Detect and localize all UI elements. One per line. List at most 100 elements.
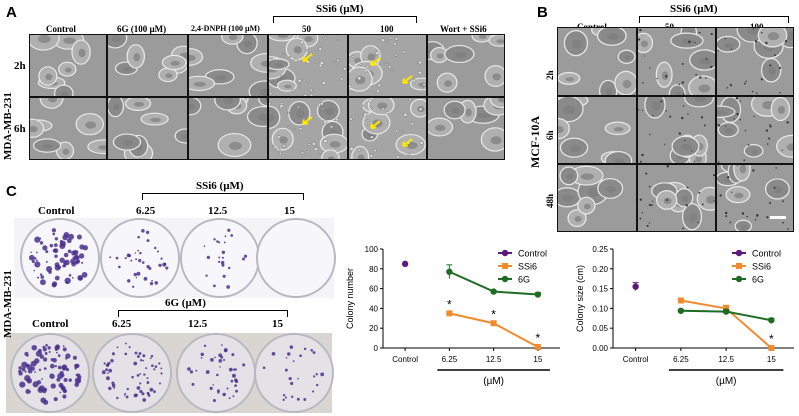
y-tick-label: 60 [369,285,378,294]
y-axis-label: Colony size (cm) [575,265,585,332]
data-point-control [632,283,639,290]
panel-c-bottom-dose-3: 15 [272,318,283,330]
data-point-ssi6 [768,345,775,351]
panel-b-row-label-2: 6h [545,130,555,140]
y-tick-label: 0.25 [592,245,608,254]
panel-c-top-dose-2: 12.5 [208,205,228,217]
panel-a-scale-bar [484,161,502,164]
x-tick-label: 15 [767,355,776,364]
panel-c-letter: C [6,183,17,200]
colony-number-chart: 0 20 40 60 80 100 Control 6.25 12.5 15 (µM) Colony … [345,245,560,387]
panel-b-micrograph-r1-c2 [637,27,716,96]
panel-a-row-label-2: 6h [14,123,26,135]
y-tick-label: 0.00 [592,344,608,353]
yellow-arrow-icon [302,116,313,125]
x-tick-label: 12.5 [718,355,734,364]
panel-b-micrograph-r3-c1 [557,164,637,232]
petri-dish [256,218,336,298]
x-tick-label: Control [623,355,649,364]
panel-a-cell-line-label: MDA-MB-231 [2,92,14,160]
panel-b-micrograph-r2-c1 [557,96,637,164]
legend-label: SSi6 [752,262,771,272]
panel-c-bottom-bracket [118,310,288,317]
yellow-arrow-icon [370,57,381,66]
panel-b-scale-bar [770,216,786,219]
panel-b-micrograph-r3-c2 [637,164,716,232]
panel-a-micrograph-r1-c2 [107,34,188,97]
yellow-arrow-icon [402,138,413,147]
data-point-ssi6 [534,344,541,351]
x-tick-label: 12.5 [486,355,502,364]
panel-c-top-dose-1: 6.25 [136,205,156,217]
petri-dish [100,218,180,298]
y-tick-label: 0.10 [592,304,608,313]
panel-a-micrograph-r1-c5 [348,34,427,97]
significance-star: * [447,297,452,311]
panel-a-micrograph-r2-c2 [107,97,188,160]
legend-label: Control [752,249,781,259]
yellow-arrow-icon [302,53,313,62]
legend-marker [502,263,508,269]
panel-b-cell-line-label: MCF-10A [528,116,542,168]
data-point-6g [534,291,542,298]
legend-marker [736,263,742,269]
significance-star: * [491,307,496,321]
panel-c-top-bracket [142,193,304,200]
panel-a-micrograph-r2-c4 [268,97,348,160]
legend-marker [735,275,743,283]
y-tick-label: 20 [369,324,378,333]
legend-marker [501,275,509,283]
panel-a-micrograph-r1-c6 [427,34,505,97]
panel-b-micrograph-r2-c2 [637,96,716,164]
panel-a-micrograph-r2-c3 [188,97,268,160]
panel-c-bottom-control-label: Control [32,318,69,330]
panel-a-micrograph-r2-c6 [427,97,505,160]
panel-c-cell-line-label: MDA-MB-231 [2,270,14,338]
y-tick-label: 0.20 [592,265,608,274]
panel-c-bottom-group-label: 6G (µM) [165,297,206,309]
panel-a-col-label-5: 100 [380,24,394,34]
legend-label: 6G [752,275,764,285]
data-point-6g [722,308,730,315]
petri-dish [176,333,256,413]
x-axis-label: (µM) [483,376,504,387]
panel-b-row-label-1: 2h [545,70,555,80]
panel-b-micrograph-r1-c3 [716,27,794,96]
x-tick-label: 6.25 [673,355,689,364]
x-tick-label: Control [392,355,418,364]
data-point-ssi6 [490,320,497,327]
panel-b-row-label-3: 48h [545,193,555,208]
panel-a-row-label-1: 2h [14,60,26,72]
y-tick-label: 0.15 [592,285,608,294]
x-axis-label: (µM) [716,376,737,387]
petri-dish [254,333,334,413]
panel-a-micrograph-r1-c1 [29,34,107,97]
panel-a-col-label-3: 2,4-DNPH (100 µM) [191,24,260,33]
panel-b-letter: B [537,4,548,21]
panel-a-micrograph-r2-c1 [29,97,107,160]
data-point-control [401,260,409,268]
panel-b-group-bracket [639,16,789,23]
y-tick-label: 0.05 [592,324,608,333]
panel-b-micrograph-r3-c3 [716,164,794,232]
significance-star: * [536,331,541,345]
legend-label: 6G [518,275,530,285]
panel-b-micrograph-r1-c1 [557,27,637,96]
y-tick-label: 80 [369,265,378,274]
x-tick-label: 6.25 [442,355,458,364]
colony-size-chart: 0.00 0.05 0.10 0.15 0.20 0.25 Control 6.25 12.5 1… [575,245,794,387]
panel-c-top-control-label: Control [38,205,75,217]
y-tick-label: 100 [365,245,379,254]
panel-c-bottom-dose-2: 12.5 [188,318,208,330]
panel-a-group-label: SSi6 (µM) [316,3,364,15]
yellow-arrow-icon [402,75,413,84]
panel-a-letter: A [6,4,17,21]
data-point-6g [677,307,685,314]
y-tick-label: 0 [374,344,379,353]
petri-dish [20,218,100,298]
petri-dish [180,218,260,298]
petri-dish [92,333,172,413]
legend-label: Control [518,249,547,259]
panel-a-col-label-2: 6G (100 µM) [117,24,167,34]
legend-marker [501,249,509,257]
